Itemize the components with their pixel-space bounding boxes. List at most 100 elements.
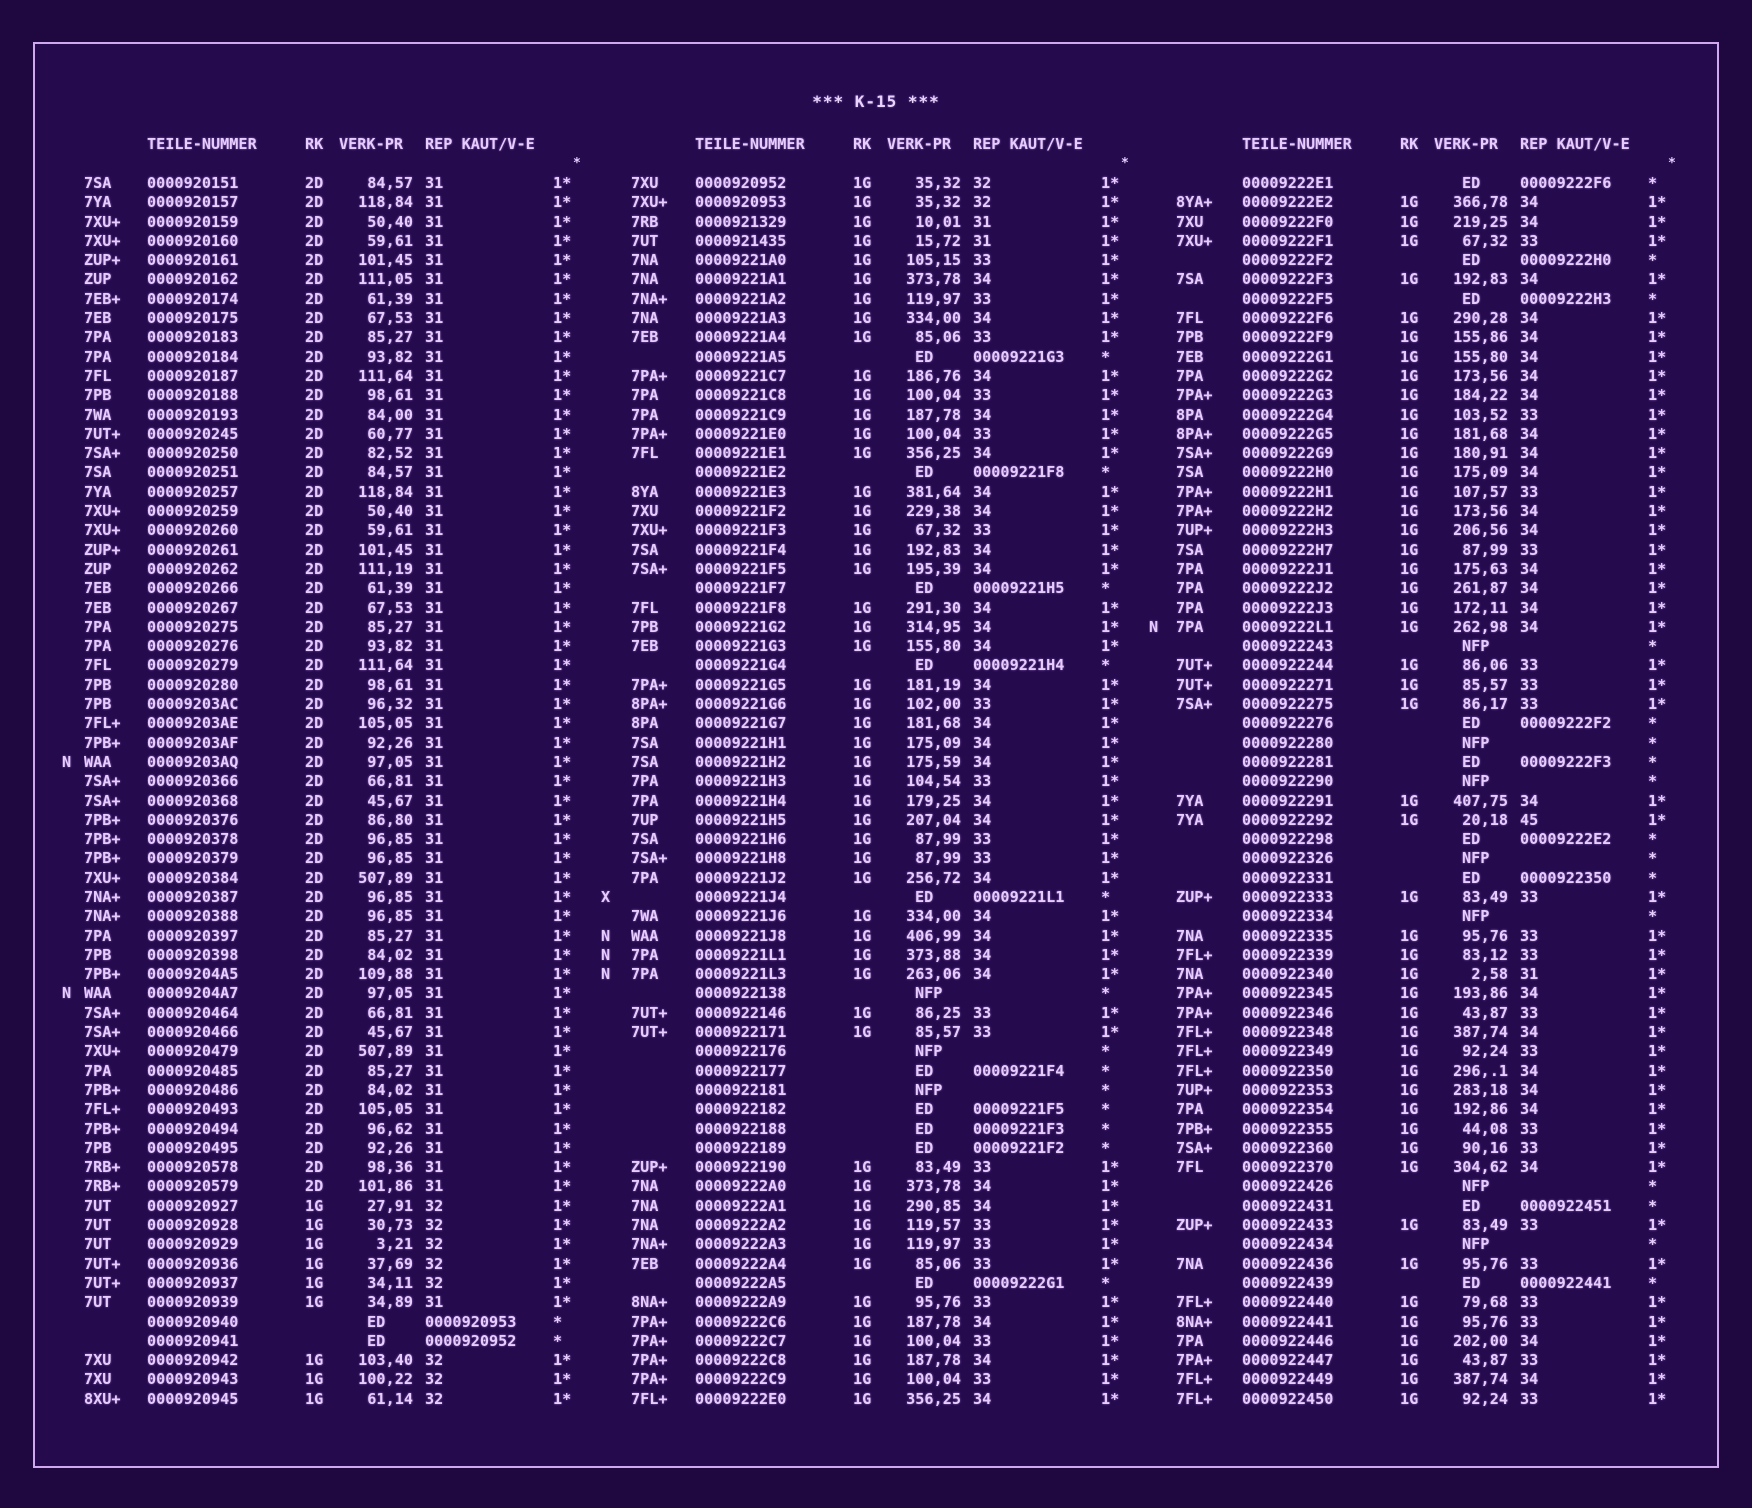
row-prefix xyxy=(609,888,631,907)
rep-code: 0000920952 xyxy=(425,1331,517,1350)
rep-code: 31 xyxy=(425,309,444,328)
part-number: 0000921435 xyxy=(695,231,787,250)
kaut-ve: 1* xyxy=(1101,559,1120,578)
part-number: 0000920267 xyxy=(147,598,239,617)
part-number: 00009222F2 xyxy=(1242,251,1334,270)
model-code xyxy=(1176,1274,1242,1293)
model-code: 7PB+ xyxy=(84,830,121,849)
part-number: 0000920260 xyxy=(147,521,239,540)
row-prefix xyxy=(609,232,631,251)
rep-code: 34 xyxy=(973,675,992,694)
kaut-ve: 1* xyxy=(1101,289,1120,308)
table-row: 7YA 0000922291 1G 407,75 34 1* xyxy=(1154,792,1718,811)
price: 85,57 xyxy=(915,1023,961,1042)
rk-code: 1G xyxy=(1400,328,1419,347)
kaut-ve: 1* xyxy=(1101,328,1120,347)
table-row: 7NA 0000922335 1G 95,76 33 1* xyxy=(1154,927,1718,946)
rep-code: 34 xyxy=(973,598,992,617)
table-row: 7SA+ 00009222G9 1G 180,91 34 1* xyxy=(1154,444,1718,463)
table-row: 7NA+ 00009222A3 1G 119,97 33 1* xyxy=(609,1235,1171,1254)
model-code: 7SA+ xyxy=(631,849,668,868)
model-code: 7NA+ xyxy=(631,1235,668,1254)
kaut-ve: 1* xyxy=(553,752,572,771)
table-row: 7EB 00009221A4 1G 85,06 33 1* xyxy=(609,328,1171,347)
price: ED xyxy=(1462,1273,1481,1292)
rep-code: 00009222F2 xyxy=(1520,714,1612,733)
kaut-ve: 1* xyxy=(1648,366,1667,385)
rep-code: 00009222E2 xyxy=(1520,830,1612,849)
row-prefix xyxy=(609,1139,631,1158)
part-number: 00009222F5 xyxy=(1242,289,1334,308)
part-number: 00009222H1 xyxy=(1242,482,1334,501)
price: 187,78 xyxy=(906,405,961,424)
model-code: 7SA+ xyxy=(1176,1138,1213,1157)
part-number: 00009203AE xyxy=(147,714,239,733)
rep-code: 32 xyxy=(425,1235,444,1254)
rep-code: 00009221F4 xyxy=(973,1061,1065,1080)
row-flag xyxy=(1696,599,1718,618)
rk-code: 1G xyxy=(1400,617,1419,636)
table-row: 7PB 0000920280 2D 98,61 31 1* xyxy=(62,676,623,695)
model-code: 7UT xyxy=(84,1293,112,1312)
rep-code: 31 xyxy=(425,1119,444,1138)
table-row: 7RB+ 0000920579 2D 101,86 31 1* xyxy=(62,1177,623,1196)
model-code: 7UT+ xyxy=(631,1003,668,1022)
table-row: 7PA+ 00009222C9 1G 100,04 33 1* xyxy=(609,1370,1171,1389)
rk-code: 1G xyxy=(1400,540,1419,559)
row-prefix xyxy=(62,1042,84,1061)
price: ED xyxy=(915,656,934,675)
price: 102,00 xyxy=(906,695,961,714)
row-prefix xyxy=(609,695,631,714)
price: 256,72 xyxy=(906,868,961,887)
price: 92,26 xyxy=(367,1138,413,1157)
table-row: 7YA 0000920257 2D 118,84 31 1* xyxy=(62,483,623,502)
table-row: 7FL+ 0000922339 1G 83,12 33 1* xyxy=(1154,946,1718,965)
table-row: 0000922326 NFP * xyxy=(1154,849,1718,868)
rep-code: 00009221H4 xyxy=(973,656,1065,675)
row-flag xyxy=(1696,386,1718,405)
part-number: 00009222L1 xyxy=(1242,617,1334,636)
rep-code: 34 xyxy=(973,502,992,521)
table-row: 0000922182 ED 00009221F5 * xyxy=(609,1100,1171,1119)
part-number: 0000920464 xyxy=(147,1003,239,1022)
header-kaut-ve: KAUT/V-E xyxy=(1556,135,1630,153)
row-flag xyxy=(1696,270,1718,289)
part-number: 00009222A1 xyxy=(695,1196,787,1215)
price: ED xyxy=(915,347,934,366)
rep-code xyxy=(1520,1177,1648,1196)
rep-code: 33 xyxy=(973,1254,992,1273)
row-prefix xyxy=(1154,984,1176,1003)
table-row: 7SA 00009222H7 1G 87,99 33 1* xyxy=(1154,541,1718,560)
part-number: 00009222F6 xyxy=(1242,309,1334,328)
row-prefix xyxy=(609,772,631,791)
row-prefix xyxy=(1154,174,1176,193)
table-row: 7WA 00009221J6 1G 334,00 34 1* xyxy=(609,907,1171,926)
part-number: 00009221E0 xyxy=(695,424,787,443)
table-row: 7SA+ 0000920464 2D 66,81 31 1* xyxy=(62,1004,623,1023)
model-code: 7SA+ xyxy=(84,1023,121,1042)
model-code: 7FL+ xyxy=(1176,1061,1213,1080)
kaut-ve: 1* xyxy=(1648,1312,1667,1331)
price: 67,53 xyxy=(367,598,413,617)
rk-code: 1G xyxy=(1400,193,1419,212)
row-prefix xyxy=(62,656,84,675)
rk-code: 2D xyxy=(305,887,324,906)
row-prefix xyxy=(609,560,631,579)
model-code: 7NA+ xyxy=(631,289,668,308)
row-prefix xyxy=(62,444,84,463)
row-prefix xyxy=(609,734,631,753)
part-number: 0000922349 xyxy=(1242,1042,1334,1061)
model-code: 8PA+ xyxy=(631,695,668,714)
row-prefix xyxy=(609,251,631,270)
row-prefix xyxy=(62,1332,84,1351)
model-code: 7SA xyxy=(84,463,112,482)
price: 296,.1 xyxy=(1453,1061,1508,1080)
rk-code: 1G xyxy=(853,1389,872,1408)
row-flag xyxy=(1696,1139,1718,1158)
table-row: 7SA+ 00009221H8 1G 87,99 33 1* xyxy=(609,849,1171,868)
rep-code: 31 xyxy=(425,695,444,714)
header-teile-nummer: TEILE-NUMMER xyxy=(147,135,257,153)
rep-code: 0000922441 xyxy=(1520,1273,1612,1292)
model-code: 7PA xyxy=(631,405,659,424)
rk-code: 1G xyxy=(1400,1023,1419,1042)
